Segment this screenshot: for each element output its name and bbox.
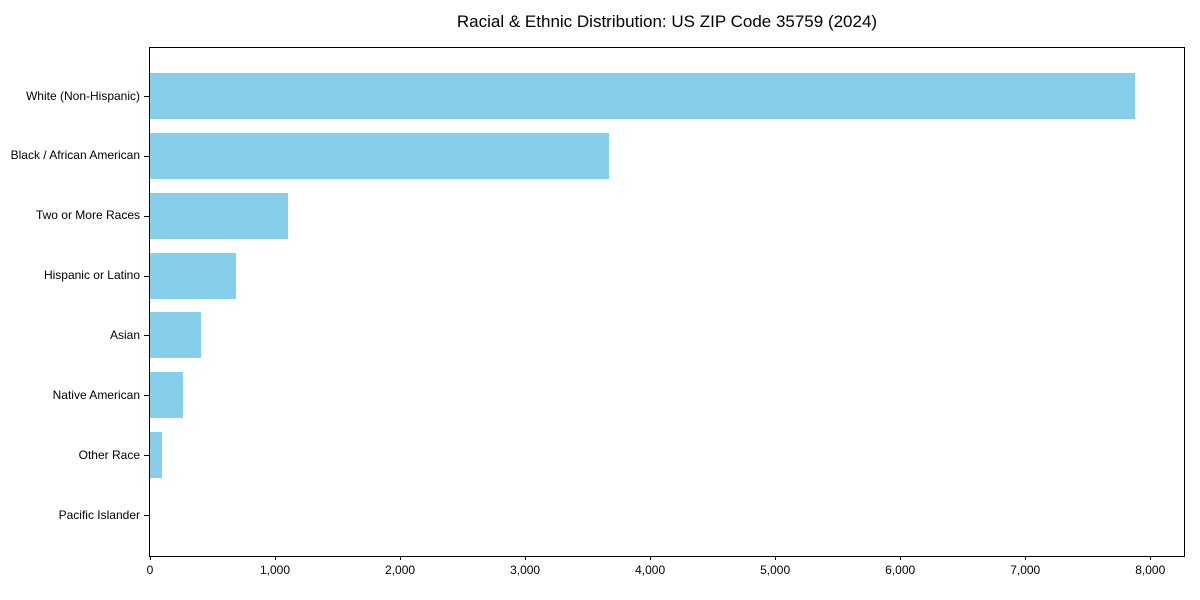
x-tick [1150,556,1152,560]
x-tick-label: 6,000 [885,563,916,577]
plot-area: White (Non-Hispanic) Black / African Amer… [11,47,1185,577]
y-tick-label: Asian [109,327,140,342]
x-tick [400,556,402,560]
x-tick-label: 1,000 [260,563,291,577]
bar [150,252,236,299]
bar [150,372,183,419]
y-tick [144,275,149,277]
bar [150,312,201,359]
y-tick-label: Hispanic or Latino [43,268,140,283]
chart-title: Racial & Ethnic Distribution: US ZIP Cod… [456,12,878,31]
x-tick-label: 8,000 [1135,563,1166,577]
x-tick [900,556,902,560]
y-tick [144,215,149,217]
x-tick-label: 7,000 [1010,563,1041,577]
y-tick-label: White (Non-Hispanic) [25,88,140,103]
y-tick [144,155,149,157]
x-tick-label: 0 [146,563,154,577]
y-tick-label: Black / African American [10,148,140,163]
x-tick [275,556,277,560]
bar [150,73,1135,119]
x-tick [525,556,527,560]
x-tick-label: 4,000 [635,563,666,577]
bar [150,432,162,479]
y-tick-label: Two or More Races [35,208,140,223]
x-tick [775,556,777,560]
y-tick [144,335,149,337]
x-tick-label: 2,000 [385,563,416,577]
x-tick [150,556,151,560]
y-tick [144,455,149,457]
bar [150,192,288,239]
x-tick [650,556,652,560]
x-tick [1025,556,1027,560]
y-tick-label: Native American [52,387,140,402]
x-tick-label: 5,000 [760,563,791,577]
bar [150,132,610,179]
x-tick-label: 3,000 [510,563,541,577]
y-tick [144,395,149,397]
y-tick-label: Pacific Islander [58,507,140,522]
y-tick [144,515,149,517]
y-tick-label: Other Race [78,447,140,462]
y-tick [144,96,149,97]
